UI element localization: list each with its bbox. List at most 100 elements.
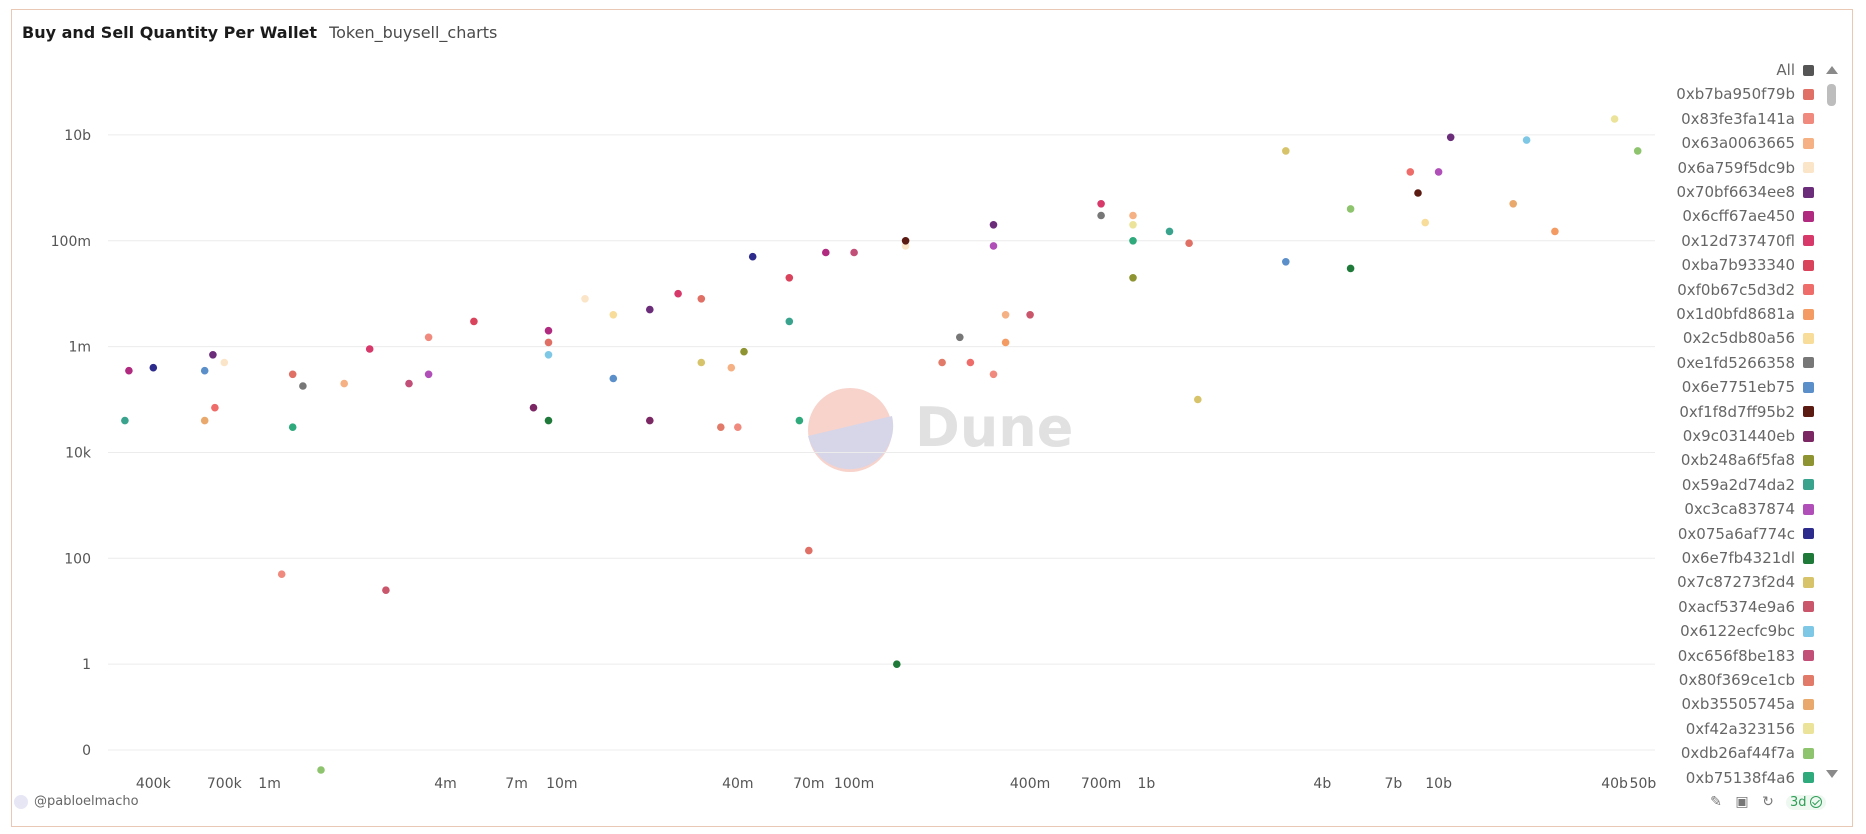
scatter-point <box>1097 211 1105 220</box>
legend-item[interactable]: 0xacf5374e9a6 <box>1664 595 1814 619</box>
legend-item[interactable]: All <box>1664 58 1814 82</box>
scatter-point <box>340 379 349 388</box>
legend-label: 0xc3ca837874 <box>1684 500 1795 519</box>
scatter-point <box>424 333 433 342</box>
legend-item[interactable]: 0x6122ecfc9bc <box>1664 619 1814 643</box>
legend-item[interactable]: 0x80f369ce1cb <box>1664 668 1814 692</box>
refresh-icon[interactable]: ↻ <box>1762 794 1774 810</box>
legend-swatch <box>1803 674 1814 686</box>
scatter-point <box>850 248 858 257</box>
scatter-point <box>1406 168 1415 176</box>
footer-author[interactable]: @pabloelmacho <box>14 794 139 809</box>
legend-item[interactable]: 0x7c87273f2d4 <box>1664 570 1814 594</box>
legend-item[interactable]: 0xb75138f4a6 <box>1664 766 1814 790</box>
legend-item[interactable]: 0xc656f8be183 <box>1664 644 1814 668</box>
legend-item[interactable]: 0x1d0bfd8681a <box>1664 302 1814 326</box>
legend-item[interactable]: 0x6e7751eb75 <box>1664 375 1814 399</box>
chart-card: Buy and Sell Quantity Per Wallet Token_b… <box>11 9 1853 827</box>
legend-label: 0x2c5db80a56 <box>1682 329 1795 348</box>
scatter-point <box>1434 168 1443 176</box>
scatter-point <box>1194 395 1202 404</box>
legend-item[interactable]: 0xba7b933340 <box>1664 253 1814 277</box>
x-tick-label: 10b <box>1425 776 1452 792</box>
camera-icon[interactable]: ▣ <box>1735 794 1749 810</box>
legend-label: 0x63a0063665 <box>1681 134 1795 153</box>
x-tick-label: 50b <box>1630 776 1657 792</box>
scatter-point <box>1001 311 1010 319</box>
legend-item[interactable]: 0x6e7fb4321dl <box>1664 546 1814 570</box>
refresh-status-badge[interactable]: 3d <box>1786 794 1826 810</box>
x-tick-label: 7b <box>1384 776 1402 792</box>
scatter-point <box>220 358 229 367</box>
legend-label: 0xf42a323156 <box>1685 719 1795 738</box>
legend-label: 0x70bf6634ee8 <box>1676 183 1795 201</box>
refresh-age: 3d <box>1790 794 1807 810</box>
legend-label: 0xacf5374e9a6 <box>1678 597 1795 616</box>
query-name[interactable]: Token_buysell_charts <box>329 22 498 42</box>
legend-label: 0xf0b67c5d3d2 <box>1677 280 1795 299</box>
legend-item[interactable]: 0xf0b67c5d3d2 <box>1664 278 1814 302</box>
legend-swatch <box>1803 576 1814 588</box>
scatter-point <box>1633 147 1642 155</box>
legend-label: 0x075a6af774c <box>1677 524 1795 543</box>
legend-item[interactable]: 0xe1fd5266358 <box>1664 351 1814 375</box>
legend-item[interactable]: 0xf42a323156 <box>1664 717 1814 741</box>
scatter-point <box>1129 237 1137 245</box>
scroll-down-icon[interactable] <box>1826 770 1838 778</box>
legend-item[interactable]: 0xdb26af44f7a <box>1664 741 1814 765</box>
scroll-up-icon[interactable] <box>1826 66 1838 74</box>
legend-item[interactable]: 0x9c031440eb <box>1664 424 1814 448</box>
scatter-point <box>938 358 946 367</box>
scatter-point <box>288 423 297 432</box>
x-tick-label: 400m <box>1010 776 1050 792</box>
scatter-point <box>609 311 618 319</box>
scatter-point <box>989 370 998 379</box>
scatter-point <box>382 586 390 594</box>
check-icon <box>1809 796 1822 808</box>
scatter-point <box>727 363 736 372</box>
scatter-point <box>1129 274 1137 282</box>
legend-item[interactable]: 0x83fe3fa141a <box>1664 107 1814 131</box>
legend-swatch <box>1803 235 1814 247</box>
legend-item[interactable]: 0x2c5db80a56 <box>1664 326 1814 350</box>
scatter-point <box>299 382 307 390</box>
legend-item[interactable]: 0x6a759f5dc9b <box>1664 156 1814 180</box>
x-tick-label: 40b <box>1601 776 1628 792</box>
scatter-point <box>609 374 618 383</box>
legend-swatch <box>1803 332 1814 344</box>
legend-item[interactable]: 0x63a0063665 <box>1664 131 1814 155</box>
legend-label: 0xe1fd5266358 <box>1676 353 1795 372</box>
scatter-point <box>149 363 158 372</box>
scatter-point <box>470 317 478 326</box>
legend-label: 0x6a759f5dc9b <box>1677 158 1795 177</box>
legend-item[interactable]: 0xb248a6f5fa8 <box>1664 448 1814 472</box>
legend-item[interactable]: 0xf1f8d7ff95b2 <box>1664 400 1814 424</box>
legend-swatch <box>1803 162 1814 174</box>
legend-item[interactable]: 0x075a6af774c <box>1664 522 1814 546</box>
legend-item[interactable]: 0x70bf6634ee8 <box>1664 180 1814 204</box>
scatter-point <box>893 660 901 668</box>
legend-label: 0x6e7751eb75 <box>1681 378 1795 397</box>
scatter-point <box>1446 133 1455 142</box>
legend-scrollbar[interactable] <box>1824 62 1840 782</box>
y-tick-label: 1 <box>82 657 91 673</box>
legend-swatch <box>1803 430 1814 442</box>
scatter-point <box>544 351 553 359</box>
scatter-point <box>795 416 804 425</box>
legend-swatch <box>1803 406 1814 418</box>
legend-swatch <box>1803 528 1814 540</box>
legend-item[interactable]: 0x6cff67ae450 <box>1664 204 1814 228</box>
legend-swatch <box>1803 552 1814 564</box>
embed-icon[interactable]: ✎ <box>1710 794 1722 810</box>
legend-item[interactable]: 0xb35505745a <box>1664 692 1814 716</box>
scroll-thumb[interactable] <box>1827 84 1836 106</box>
scatter-point <box>989 221 998 229</box>
legend-item[interactable]: 0x59a2d74da2 <box>1664 473 1814 497</box>
legend-label: 0x6122ecfc9bc <box>1680 622 1795 641</box>
legend-item[interactable]: 0xc3ca837874 <box>1664 497 1814 521</box>
legend-item[interactable]: 0xb7ba950f79b <box>1664 82 1814 106</box>
y-tick-label: 10b <box>64 128 91 144</box>
scatter-point <box>1346 205 1355 213</box>
legend-item[interactable]: 0x12d737470fl <box>1664 229 1814 253</box>
scatter-point <box>697 295 706 303</box>
